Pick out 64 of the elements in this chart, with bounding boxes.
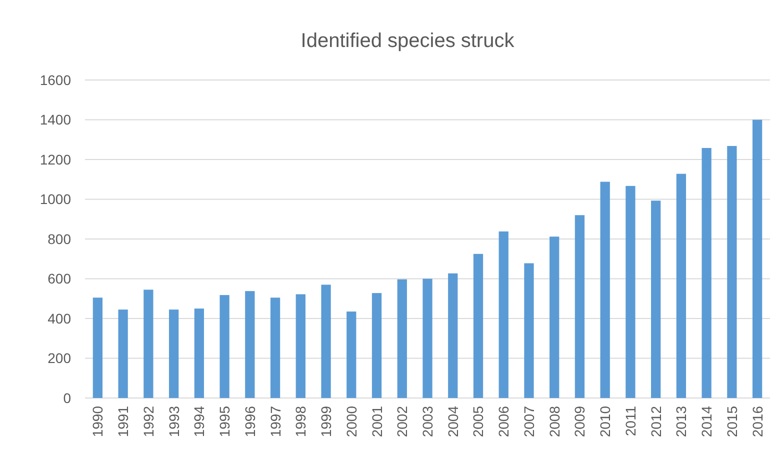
x-tick-label: 2003 bbox=[420, 406, 436, 438]
x-tick-label: 1994 bbox=[191, 406, 208, 438]
bar bbox=[651, 200, 661, 398]
bar bbox=[600, 182, 610, 398]
y-tick-label: 1200 bbox=[40, 151, 72, 168]
bar bbox=[524, 263, 534, 398]
bar bbox=[702, 148, 712, 398]
bar bbox=[118, 310, 128, 398]
x-tick-label: 1998 bbox=[292, 406, 309, 438]
bar bbox=[727, 146, 737, 398]
bar bbox=[194, 308, 204, 398]
bar bbox=[245, 291, 255, 398]
x-tick-label: 2010 bbox=[597, 406, 614, 438]
x-tick-label: 1997 bbox=[267, 406, 284, 438]
x-tick-label: 2012 bbox=[648, 406, 664, 438]
x-tick-label: 2006 bbox=[496, 406, 512, 438]
y-tick-label: 1000 bbox=[40, 191, 72, 208]
bar bbox=[422, 278, 432, 398]
bar bbox=[574, 215, 585, 398]
bar bbox=[498, 231, 508, 398]
bar bbox=[448, 273, 458, 398]
x-tick-label: 2005 bbox=[470, 406, 486, 438]
x-tick-label: 2009 bbox=[572, 406, 588, 438]
bar bbox=[346, 312, 356, 398]
bar bbox=[550, 236, 560, 398]
x-tick-label: 1993 bbox=[166, 406, 182, 438]
bar bbox=[270, 298, 280, 398]
chart-title: Identified species struck bbox=[300, 30, 516, 52]
y-tick-label: 1600 bbox=[40, 72, 72, 88]
bar bbox=[372, 293, 382, 398]
x-tick-label: 1999 bbox=[318, 406, 334, 438]
bar bbox=[296, 294, 306, 398]
bar bbox=[626, 186, 636, 398]
y-tick-label: 600 bbox=[48, 270, 72, 287]
x-tick-label: 2001 bbox=[368, 406, 385, 438]
y-tick-label: 200 bbox=[48, 350, 72, 366]
y-tick-label: 0 bbox=[63, 390, 72, 406]
bar bbox=[752, 120, 762, 398]
bar bbox=[92, 298, 103, 398]
x-tick-label: 2011 bbox=[622, 406, 638, 436]
x-tick-label: 1996 bbox=[242, 406, 258, 438]
x-tick-label: 2014 bbox=[698, 406, 715, 438]
bar bbox=[321, 284, 331, 398]
y-tick-label: 800 bbox=[48, 230, 72, 247]
x-tick-label: 1995 bbox=[216, 406, 233, 438]
x-tick-label: 2013 bbox=[673, 406, 690, 438]
bar bbox=[676, 174, 686, 398]
x-tick-label: 2015 bbox=[724, 406, 740, 438]
bar bbox=[473, 254, 484, 398]
x-tick-label: 1992 bbox=[140, 406, 156, 438]
x-tick-label: 1991 bbox=[115, 406, 132, 438]
x-tick-label: 2016 bbox=[749, 406, 766, 438]
x-tick-label: 1990 bbox=[90, 406, 106, 438]
x-tick-label: 2007 bbox=[520, 406, 537, 438]
x-tick-label: 2002 bbox=[394, 406, 410, 438]
y-tick-label: 1400 bbox=[40, 112, 72, 128]
bar bbox=[168, 310, 179, 398]
bar bbox=[144, 290, 154, 398]
bar bbox=[397, 279, 407, 398]
bar bbox=[220, 295, 230, 398]
x-tick-label: 2004 bbox=[444, 406, 461, 438]
x-tick-label: 2008 bbox=[546, 406, 562, 438]
y-tick-label: 400 bbox=[48, 310, 72, 326]
x-tick-label: 2000 bbox=[343, 406, 360, 438]
